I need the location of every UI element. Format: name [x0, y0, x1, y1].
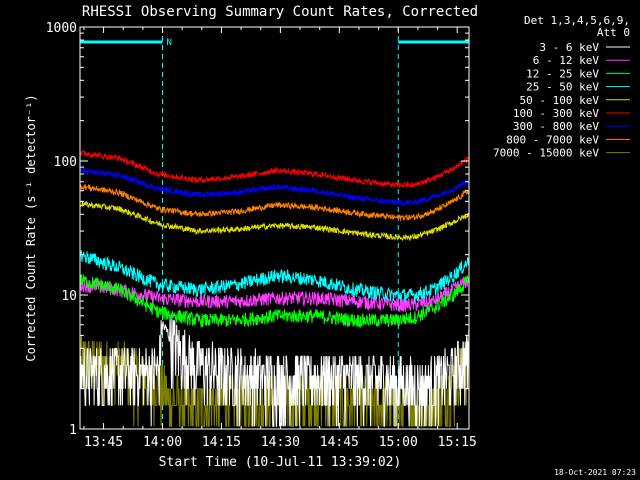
x-tick-label: 15:00 — [379, 435, 418, 450]
legend-label: 6 - 12 keV — [533, 54, 600, 67]
x-tick-label: 14:45 — [320, 435, 359, 450]
series-group — [79, 149, 469, 427]
series-line — [79, 315, 469, 427]
legend-label: 800 - 7000 keV — [506, 133, 599, 146]
x-axis-label: Start Time (10-Jul-11 13:39:02) — [159, 455, 402, 470]
x-tick-label: 15:15 — [438, 435, 477, 450]
x-tick-label: 14:15 — [202, 435, 241, 450]
legend-header: Att 0 — [597, 26, 630, 39]
night-flag-label: N — [167, 38, 172, 48]
y-tick-label: 1 — [69, 423, 77, 438]
x-tick-label: 14:30 — [261, 435, 300, 450]
series-line — [79, 183, 469, 222]
y-tick-label: 1000 — [46, 21, 77, 36]
legend-label: 100 - 300 keV — [513, 107, 599, 120]
legend-label: 300 - 800 keV — [513, 120, 599, 133]
legend-label: 50 - 100 keV — [520, 94, 600, 107]
series-line — [79, 166, 469, 207]
series-line — [79, 149, 469, 189]
x-tick-label: 14:00 — [143, 435, 182, 450]
plot-frame — [79, 26, 470, 430]
x-tick-label: 13:45 — [84, 435, 123, 450]
y-tick-label: 100 — [54, 155, 77, 170]
legend-label: 25 - 50 keV — [526, 81, 599, 94]
legend-label: 7000 - 15000 keV — [493, 147, 599, 160]
series-line — [79, 274, 469, 329]
axes: 13:45 14:00 14:15 14:30 14:45 15:00 15:15 1 10 10… — [46, 21, 477, 450]
series-line — [79, 276, 469, 313]
series-line — [79, 200, 469, 242]
legend-header: Det 1,3,4,5,6,9, — [524, 14, 630, 27]
series-line — [79, 250, 469, 303]
y-tick-label: 10 — [61, 289, 77, 304]
legend-label: 12 - 25 keV — [526, 67, 599, 80]
chart-title: RHESSI Observing Summary Count Rates, Co… — [82, 4, 478, 20]
y-axis-label: Corrected Count Rate (s⁻¹ detector⁻¹) — [24, 94, 38, 361]
timestamp: 18-Oct-2021 07:23 — [554, 468, 636, 477]
legend-label: 3 - 6 keV — [539, 41, 599, 54]
